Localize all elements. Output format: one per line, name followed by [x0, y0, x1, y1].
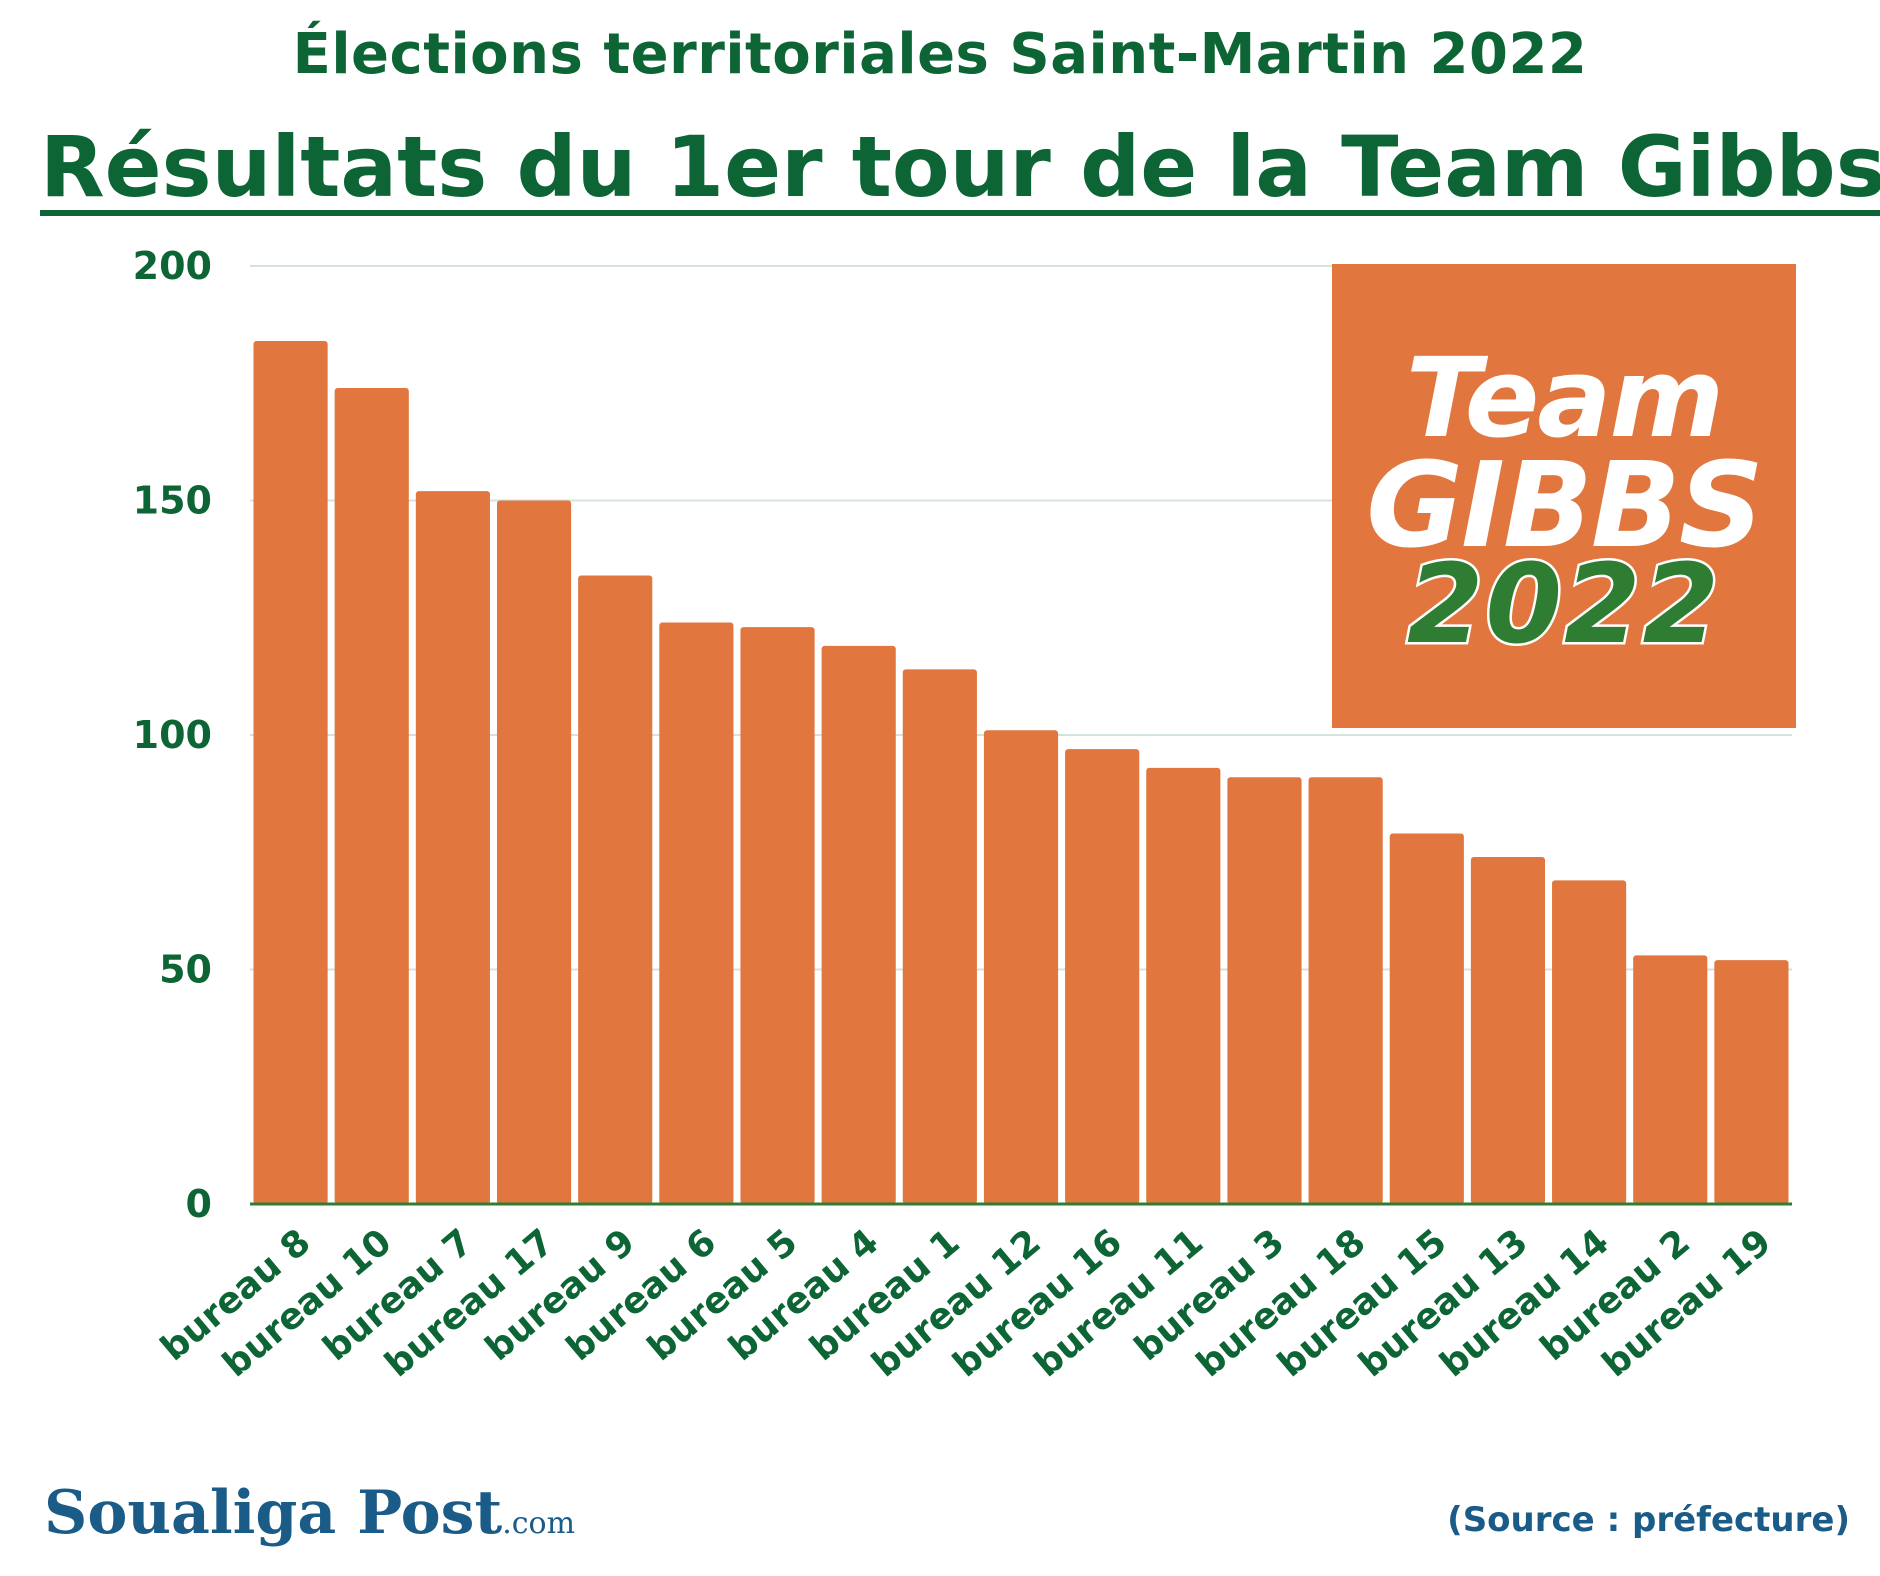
- bar: [1146, 767, 1221, 1204]
- bar: [1714, 960, 1789, 1204]
- chart-super-title: Élections territoriales Saint-Martin 202…: [292, 22, 1588, 87]
- bar: [1633, 955, 1708, 1204]
- bar: [740, 627, 815, 1204]
- bar: [902, 669, 977, 1204]
- brand-domain: .com: [502, 1506, 576, 1541]
- bar: [821, 645, 896, 1204]
- bar: [415, 491, 490, 1204]
- bar: [578, 575, 653, 1204]
- bar: [1308, 777, 1383, 1204]
- team-gibbs-logo: Team GIBBS 2022: [1332, 264, 1796, 728]
- chart-title: Résultats du 1er tour de la Team Gibbs: [40, 118, 1880, 216]
- bar: [496, 500, 572, 1204]
- logo-gibbs-text: GIBBS: [1366, 436, 1764, 574]
- y-tick-label: 100: [133, 713, 212, 757]
- y-tick-label: 150: [133, 479, 212, 523]
- bar: [1470, 856, 1546, 1204]
- brand-name: Soualiga Post: [44, 1478, 503, 1548]
- logo-team-text: Team: [1405, 334, 1724, 462]
- bar: [659, 622, 734, 1204]
- y-tick-label: 200: [133, 244, 212, 288]
- bar: [1065, 749, 1140, 1204]
- y-tick-label: 50: [159, 948, 212, 992]
- bar: [253, 341, 328, 1204]
- y-tick-label: 0: [186, 1182, 212, 1226]
- bar: [334, 387, 409, 1204]
- soualiga-post-logo: Soualiga Post.com: [44, 1478, 575, 1548]
- bar: [1552, 880, 1627, 1204]
- bar: [1389, 833, 1464, 1204]
- bar: [1227, 777, 1302, 1204]
- source-note: (Source : préfecture): [1447, 1500, 1850, 1540]
- bar: [983, 730, 1059, 1204]
- logo-year-text: 2022: [1404, 538, 1722, 671]
